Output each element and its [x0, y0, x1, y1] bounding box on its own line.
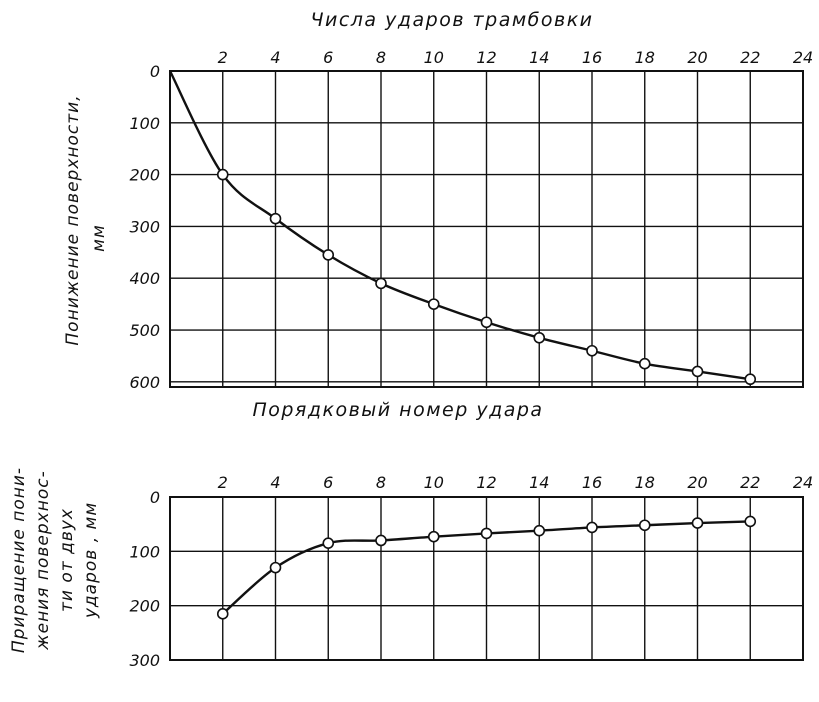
bottom-chart-data-point	[744, 515, 757, 528]
top-chart-y-tick-label: 0	[150, 62, 160, 81]
bottom-chart-data-point	[638, 519, 651, 532]
bottom-chart-data-point	[691, 517, 704, 529]
bottom-chart-y-tick-label: 100	[129, 542, 160, 561]
top-chart-data-point	[638, 357, 651, 370]
top-chart-y-tick-label: 500	[129, 321, 160, 340]
bottom-chart-data-point	[427, 530, 440, 543]
bottom-chart-data-point	[322, 537, 335, 549]
top-chart-data-point	[480, 316, 493, 329]
top-chart-y-tick-label: 200	[129, 166, 160, 185]
top-chart-x-tick-label: 22	[740, 48, 760, 67]
bottom-chart-x-tick-label: 16	[582, 473, 602, 492]
bottom-chart-data-point	[533, 524, 546, 537]
bottom-chart-data-point	[216, 608, 229, 620]
bottom-chart-y-tick-label: 300	[129, 651, 160, 670]
bottom-chart-x-tick-label: 18	[635, 473, 655, 492]
bottom-chart-x-tick-label: 4	[270, 473, 280, 492]
bottom-chart-grid	[170, 497, 803, 660]
top-chart-x-tick-label: 8	[376, 48, 386, 67]
bottom-chart-data-point	[375, 534, 387, 547]
bottom-chart-data-point	[269, 561, 282, 574]
top-chart-series-line	[168, 70, 751, 381]
top-chart-y-tick-label: 400	[129, 269, 160, 288]
top-chart-x-tick-label: 2	[218, 48, 228, 67]
top-chart-y-label-line-1: Понижение поверхности,	[63, 94, 83, 345]
bottom-chart-x-tick-label: 24	[793, 473, 813, 492]
top-chart-title: Числа ударов трамбовки	[310, 9, 593, 31]
top-chart-y-tick-label: 100	[129, 114, 160, 133]
top-chart-x-ticks: 2 4 6 8 10 12 14 16 18 20 22 24	[218, 48, 814, 67]
bottom-chart-points	[216, 515, 757, 620]
bottom-chart-y-ticks: 0 100 200 300	[129, 488, 160, 670]
bottom-chart-y-label-line-3: ти от двух	[57, 508, 77, 612]
bottom-chart-x-tick-label: 8	[376, 473, 386, 492]
top-chart-x-label: Порядковый номер удара	[252, 399, 543, 421]
top-chart-points	[216, 168, 757, 386]
bottom-chart-x-tick-label: 6	[323, 473, 333, 492]
top-chart-data-point	[322, 249, 335, 261]
top-chart-x-tick-label: 14	[529, 48, 549, 67]
bottom-chart-y-tick-label: 200	[129, 597, 160, 616]
top-chart: Числа ударов трамбовки 2 4 6 8 10 12 14 16 18 20 2…	[63, 9, 813, 421]
top-chart-data-point	[427, 298, 440, 310]
top-chart-y-tick-label: 600	[129, 373, 160, 392]
bottom-chart-x-tick-label: 2	[218, 473, 228, 492]
top-chart-x-tick-label: 24	[793, 48, 813, 67]
top-chart-y-ticks: 0 100 200 300 400 500 600	[129, 62, 160, 392]
bottom-chart-frame	[169, 496, 804, 661]
top-chart-y-label-line-2: мм	[89, 224, 109, 252]
top-chart-frame	[169, 70, 804, 388]
top-chart-data-point	[216, 168, 229, 181]
bottom-chart-x-tick-label: 22	[740, 473, 760, 492]
top-chart-grid	[170, 71, 803, 387]
bottom-chart-x-tick-label: 12	[476, 473, 496, 492]
top-chart-y-tick-label: 300	[129, 217, 160, 236]
bottom-chart-y-tick-label: 0	[150, 488, 160, 507]
bottom-chart-x-tick-label: 20	[687, 473, 707, 492]
top-chart-data-point	[269, 212, 282, 225]
top-chart-x-tick-label: 18	[635, 48, 655, 67]
top-chart-x-tick-label: 12	[476, 48, 496, 67]
top-chart-data-point	[691, 365, 704, 378]
bottom-chart-x-tick-label: 10	[424, 473, 444, 492]
top-chart-data-point	[744, 373, 757, 386]
bottom-chart-y-label-line-1: Приращение пони-	[9, 467, 29, 653]
bottom-chart-data-point	[480, 527, 493, 540]
bottom-chart-x-ticks: 2 4 6 8 10 12 14 16 18 20 22 24	[218, 473, 814, 492]
top-chart-x-tick-label: 10	[424, 48, 444, 67]
bottom-chart-x-tick-label: 14	[529, 473, 549, 492]
bottom-chart-y-label-line-2: жения поверхнос-	[33, 470, 53, 650]
top-chart-data-point	[586, 344, 598, 357]
top-chart-data-point	[375, 277, 387, 290]
top-chart-x-tick-label: 16	[582, 48, 602, 67]
top-chart-x-tick-label: 6	[323, 48, 333, 67]
bottom-chart-data-point	[586, 521, 598, 534]
bottom-chart-y-label-line-4: ударов , мм	[81, 502, 101, 619]
top-chart-data-point	[533, 331, 546, 344]
top-chart-x-tick-label: 4	[270, 48, 280, 67]
top-chart-x-tick-label: 20	[687, 48, 707, 67]
